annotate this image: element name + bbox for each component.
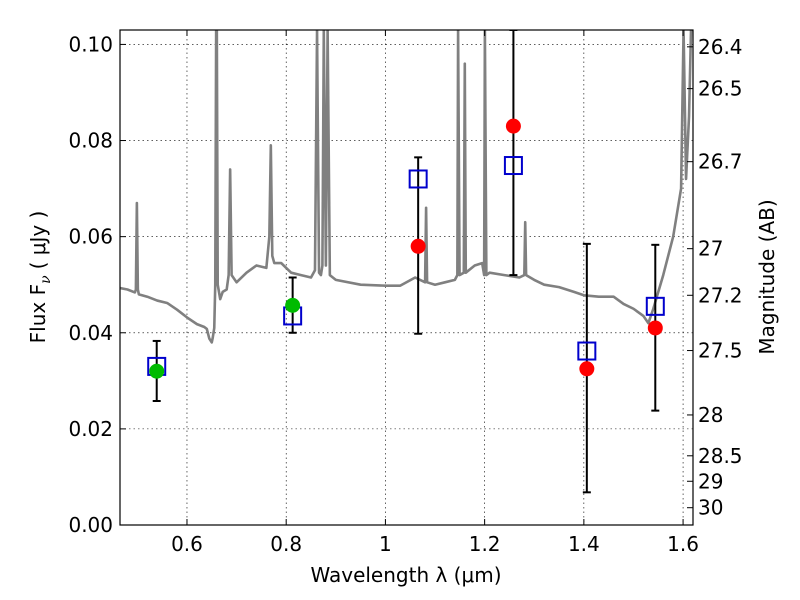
y2-tick-label: 27.2 (698, 283, 743, 307)
x-tick-label: 1.4 (568, 532, 600, 556)
model-spectrum-line (120, 30, 693, 344)
x-tick-label: 1.6 (667, 532, 699, 556)
y-axis-label-unit: ( μJy ) (26, 211, 50, 270)
model-photometry-square (408, 169, 428, 189)
y2-tick-label: 28 (698, 403, 723, 427)
observed-flux-point (579, 361, 595, 377)
y2-tick-label: 29 (698, 469, 723, 493)
x-axis-label: Wavelength λ (μm) (310, 563, 501, 587)
y-axis-label-main: Flux F (26, 284, 50, 343)
y2-tick-label: 26.7 (698, 150, 743, 174)
y2-tick-label: 26.5 (698, 77, 743, 101)
observed-flux-point (410, 238, 426, 254)
y-axis-label-subscript: ν (38, 275, 54, 284)
y-tick-label: 0.10 (68, 32, 113, 56)
y2-tick-label: 27 (698, 237, 723, 261)
y2-tick-label: 26.4 (698, 35, 743, 59)
y-axis-label: Flux Fν ( μJy ) (26, 211, 54, 344)
model-photometry-square (577, 341, 597, 361)
plot-area (120, 30, 693, 494)
model-photometry-square (645, 296, 665, 316)
x-tick-label: 1.2 (469, 532, 501, 556)
y-tick-label: 0.08 (68, 129, 113, 153)
x-tick-label: 0.8 (270, 532, 302, 556)
y2-tick-label: 28.5 (698, 444, 743, 468)
x-tick-label: 0.6 (171, 532, 203, 556)
observed-flux-point (647, 320, 663, 336)
observed-flux-point (149, 363, 165, 379)
observed-flux-point (285, 297, 301, 313)
y2-axis-label: Magnitude (AB) (755, 199, 779, 354)
y-tick-label: 0.04 (68, 321, 113, 345)
observed-flux-point (505, 118, 521, 134)
grid (120, 30, 693, 526)
y2-tick-label: 30 (698, 496, 723, 520)
axes: 0.6 0.8 1 1.2 1.4 1.6 0.00 0.02 0.04 0.06 0.08 0.10… (68, 30, 743, 556)
plot-frame (119, 29, 694, 526)
y-tick-label: 0.06 (68, 225, 113, 249)
model-photometry-square (503, 156, 523, 176)
y-tick-label: 0.00 (68, 513, 113, 537)
x-tick-label: 1 (379, 532, 392, 556)
y2-tick-label: 27.5 (698, 339, 743, 363)
y-tick-label: 0.02 (68, 417, 113, 441)
axis-titles: Wavelength λ (μm) Flux Fν ( μJy ) Magnitu… (26, 199, 779, 587)
